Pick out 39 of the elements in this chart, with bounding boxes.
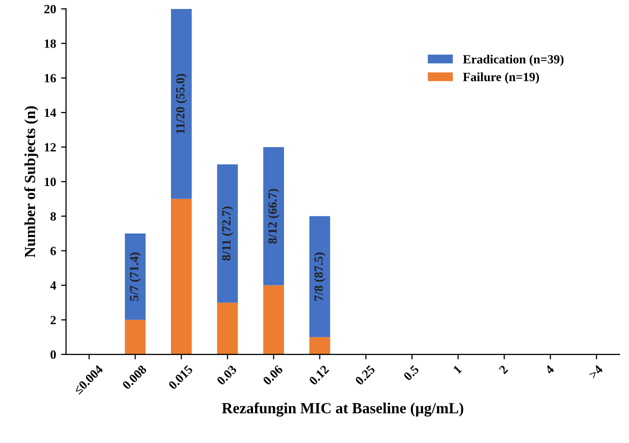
y-tick-label: 0 <box>50 350 56 359</box>
x-tick-label: 0.25 <box>354 364 376 386</box>
y-tick-label: 20 <box>44 4 56 14</box>
x-tick-label: 0.12 <box>308 364 330 386</box>
x-tick-label: 0.06 <box>262 364 284 386</box>
bar <box>170 198 192 354</box>
bar <box>170 8 192 199</box>
y-tick-label: 18 <box>44 39 56 48</box>
y-tick-label: 6 <box>50 246 56 256</box>
x-tick-label: 0.5 <box>403 364 420 382</box>
y-tick-label: 2 <box>50 316 56 324</box>
y-tick-label: 4 <box>50 281 56 290</box>
bar <box>124 320 146 354</box>
y-tick-label: 14 <box>44 108 56 117</box>
bar <box>263 285 284 354</box>
bar <box>124 233 146 320</box>
y-axis-title: Number of Subjects (n) <box>24 106 38 258</box>
bar <box>263 147 284 286</box>
x-tick-label: 4 <box>544 364 555 375</box>
x-tick-label: 1 <box>452 364 462 374</box>
x-tick-label: 0.03 <box>216 364 238 386</box>
bar <box>217 164 238 303</box>
y-tick-label: 8 <box>50 212 56 221</box>
data-label: 11/20 (55.0) <box>176 74 188 134</box>
x-tick-label: >4 <box>588 364 604 380</box>
x-tick-label: 2 <box>498 364 508 374</box>
legend-label: Failure (n=19) <box>463 72 539 84</box>
bar <box>217 302 238 354</box>
data-label: 8/11 (72.7) <box>222 206 234 260</box>
x-axis-title: Rezafungin MIC at Baseline (µg/mL) <box>222 402 464 417</box>
bar <box>309 216 330 338</box>
legend-label: Eradication (n=39) <box>463 54 564 66</box>
data-label: 5/7 (71.4) <box>130 252 141 301</box>
data-label: 8/12 (66.7) <box>268 188 280 244</box>
y-tick-label: 10 <box>44 178 56 186</box>
y-tick-label: 16 <box>44 74 56 82</box>
data-label: 7/8 (87.5) <box>314 252 326 301</box>
y-tick-label: 12 <box>44 143 56 152</box>
bar <box>309 337 330 354</box>
